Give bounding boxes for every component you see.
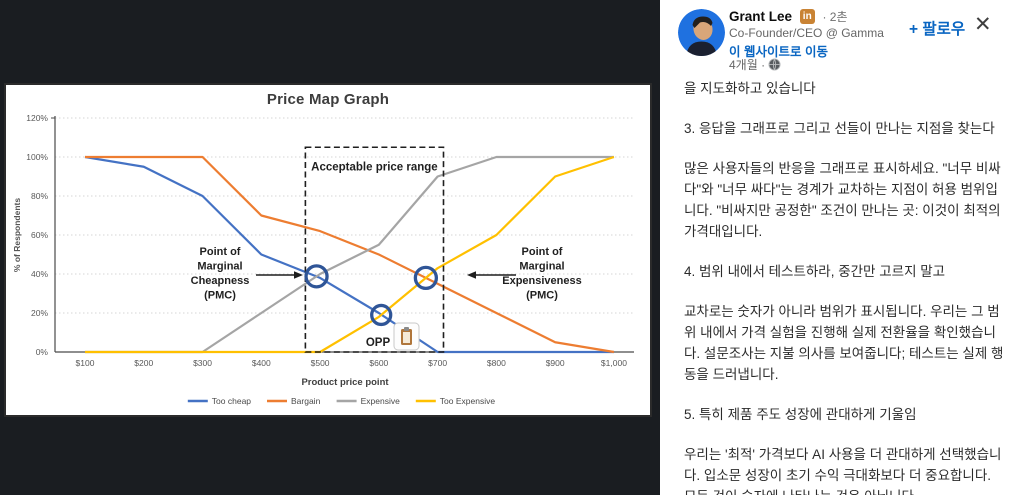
follow-button[interactable]: + 팔로우 xyxy=(903,15,971,41)
chart-gridlines xyxy=(55,117,634,314)
price-map-chart: 0% 20% 40% 60% 80% 100% 120% $100 $200 $300 $400 $5… xyxy=(12,115,634,406)
author-row: Grant Lee in · 2촌 xyxy=(729,8,848,25)
author-name[interactable]: Grant Lee xyxy=(729,9,793,24)
x-tick-label: $100 xyxy=(76,358,95,368)
post-paragraph: 3. 응답을 그래프로 그리고 선들이 만나는 지점을 찾는다 xyxy=(684,121,995,136)
legend-item-bargain: Bargain xyxy=(291,396,321,406)
series-too-cheap xyxy=(84,155,614,354)
pme-arrow xyxy=(467,271,476,279)
legend-item-too-cheap: Too cheap xyxy=(212,396,251,406)
x-tick-label: $800 xyxy=(487,358,506,368)
chart-legend: Too cheap Bargain Expensive Too Expensive xyxy=(187,396,496,406)
post-paragraph: 우리는 '최적' 가격보다 AI 사용을 더 관대하게 선택했습니다. 입소문 … xyxy=(684,447,1002,495)
pmc-label: Point of xyxy=(200,246,241,258)
post-text: 을 지도화하고 있습니다 3. 응답을 그래프로 그리고 선들이 만나는 지점을 … xyxy=(684,78,1006,495)
y-tick-label: 0% xyxy=(36,347,49,357)
x-tick-label: $900 xyxy=(546,358,565,368)
x-tick-label: $1,000 xyxy=(601,358,627,368)
pmc-circle xyxy=(304,264,329,289)
series-bargain xyxy=(85,155,615,354)
post-paragraph: 4. 범위 내에서 테스트하라, 중간만 고르지 말고 xyxy=(684,264,946,279)
legend-item-too-expensive: Too Expensive xyxy=(440,396,496,406)
y-tick-label: 60% xyxy=(31,230,48,240)
acceptable-price-range-label: Acceptable price range xyxy=(311,161,438,173)
post-paragraph: 교차로는 숫자가 아니라 범위가 표시됩니다. 우리는 그 범위 내에서 가격 … xyxy=(684,304,1004,382)
x-tick-label: $400 xyxy=(252,358,271,368)
post-paragraph: 많은 사용자들의 반응을 그래프로 표시하세요. "너무 비싸다"와 "너무 싸… xyxy=(684,161,1001,239)
opp-circle xyxy=(370,303,393,327)
x-tick-label: $600 xyxy=(369,358,388,368)
y-axis-title: % of Respondents xyxy=(12,198,22,272)
acceptable-price-range-box xyxy=(304,146,445,353)
pme-label: Marginal xyxy=(519,261,564,273)
price-map-chart-image: Price Map Graph 0% 20% 40% 60% 80% 100% 120% $1… xyxy=(4,83,652,417)
avatar[interactable] xyxy=(678,9,725,56)
close-icon[interactable]: ✕ xyxy=(974,13,992,36)
globe-icon xyxy=(768,58,781,71)
pmc-label: Marginal xyxy=(197,261,242,273)
x-tick-label: $500 xyxy=(311,358,330,368)
y-tick-label: 100% xyxy=(26,152,48,162)
post-meta: 4개월 · xyxy=(729,56,781,73)
visit-website-link[interactable]: 이 웹사이트로 이동 xyxy=(729,45,828,59)
pme-label: (PMC) xyxy=(526,290,558,302)
pmc-label: Cheapness xyxy=(191,275,250,287)
post-paragraph: 5. 특히 제품 주도 성장에 관대하게 기울임 xyxy=(684,407,917,422)
pmc-arrow xyxy=(294,271,303,279)
pme-circle xyxy=(413,265,439,291)
y-tick-label: 40% xyxy=(31,269,48,279)
post-paragraph: 을 지도화하고 있습니다 xyxy=(684,81,816,96)
y-tick-label: 20% xyxy=(31,308,48,318)
x-axis-title: Product price point xyxy=(301,377,389,388)
x-tick-label: $200 xyxy=(134,358,153,368)
chart-axes: 0% 20% 40% 60% 80% 100% 120% $100 $200 $300 $400 $5… xyxy=(26,115,634,368)
pme-label: Expensiveness xyxy=(502,275,582,287)
connection-degree: · 2촌 xyxy=(822,10,848,24)
x-tick-label: $700 xyxy=(428,358,447,368)
opp-label: OPP xyxy=(366,337,391,349)
author-headline: Co-Founder/CEO @ Gamma xyxy=(729,26,884,40)
y-tick-label: 120% xyxy=(26,115,48,123)
post-pane: Grant Lee in · 2촌 Co-Founder/CEO @ Gamma… xyxy=(660,0,1014,495)
avatar-image xyxy=(678,9,725,56)
legend-item-expensive: Expensive xyxy=(361,396,400,406)
series-too-expensive xyxy=(85,155,615,354)
pmc-label: (PMC) xyxy=(204,290,236,302)
linkedin-in-badge: in xyxy=(799,9,815,24)
media-pane-background: Price Map Graph 0% 20% 40% 60% 80% 100% 120% $1… xyxy=(0,0,660,495)
clipboard-icon xyxy=(393,322,420,351)
chart-annotations: Point of Marginal Cheapness (PMC) Point of Ma… xyxy=(191,246,582,302)
x-tick-label: $300 xyxy=(193,358,212,368)
y-tick-label: 80% xyxy=(31,191,48,201)
post-age: 4개월 · xyxy=(729,58,766,72)
pme-label: Point of xyxy=(522,246,563,258)
chart-title: Price Map Graph xyxy=(266,91,390,108)
